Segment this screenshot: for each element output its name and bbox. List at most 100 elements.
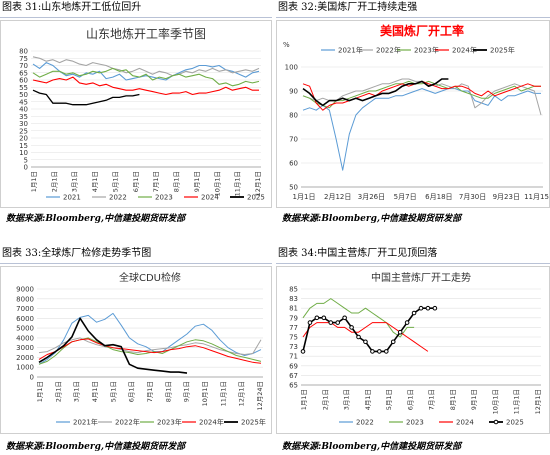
y-tick-label: 73: [289, 343, 298, 351]
x-tick-label: 11月1日: [219, 381, 227, 406]
legend-label: 2025: [247, 194, 265, 202]
chart-frame: 中国主营炼厂开工走势 65 67 69 71 73 75 77 79 81 83 85 1月1日 2月1日…: [276, 266, 550, 434]
caption-divider: [276, 17, 550, 18]
series-line-2023年: [302, 80, 541, 109]
y-tick-label: 45: [19, 98, 28, 106]
y-tick-label: 4000: [16, 334, 34, 342]
x-tick-label: 5月1日: [111, 171, 119, 192]
chart-title: 中国主营炼厂开工走势: [371, 271, 471, 284]
y-tick-label: 15: [19, 142, 28, 150]
series-line-2024年: [38, 338, 262, 364]
legend-label: 2023年: [157, 418, 182, 427]
series-line-2025年: [302, 78, 449, 107]
panel-33: 图表 33:全球炼厂检修走势季节图 全球CDU检修 0 1000 2000 3000 40…: [0, 246, 272, 455]
x-tick-label: 1月1日: [293, 193, 316, 201]
x-tick-label: 12月24日: [256, 381, 264, 411]
series-line-2024年: [302, 80, 541, 111]
series-marker: [377, 349, 382, 354]
legend-label: 2023: [155, 194, 173, 202]
x-tick-label: 6月18日: [425, 193, 452, 201]
y-tick-label: 81: [289, 305, 298, 313]
x-tick-label: 6月1日: [128, 381, 136, 402]
x-tick-label: 5月1日: [109, 381, 117, 402]
y-tick-label: 79: [289, 314, 298, 322]
y-tick-label: 8000: [16, 295, 34, 303]
series-line-2023: [302, 298, 415, 338]
series-marker: [363, 339, 368, 345]
x-tick-label: 9月23日: [493, 193, 520, 201]
x-tick-label: 11月1日: [513, 389, 521, 414]
x-tick-label: 10月1日: [491, 389, 499, 414]
panel-34: 图表 34:中国主营炼厂开工见顶回落 中国主营炼厂开工走势 65 67 69 71 73 7…: [276, 246, 550, 455]
legend-item: 2024年: [182, 418, 224, 427]
x-tick-label: 2月1日: [321, 389, 329, 410]
y-tick-label: 60: [289, 160, 298, 168]
legend-label: 2021年: [73, 418, 98, 427]
y-tick-label: 40: [19, 106, 28, 114]
legend-item: 2023年: [397, 46, 439, 55]
legend-item: 2023年: [140, 418, 182, 427]
series-line-2022: [32, 56, 260, 77]
series-line-2021: [32, 62, 260, 81]
y-tick-label: 20: [19, 135, 28, 143]
series-marker: [390, 339, 396, 345]
y-tick-label: 1000: [16, 364, 34, 372]
legend-label: 2022: [109, 194, 127, 202]
panel-32: 图表 32:美国炼厂开工持续走强 美国炼厂开工率% 50 60 70 80 90 100 1月…: [276, 0, 550, 226]
legend-label: 2024: [201, 194, 219, 202]
x-tick-label: 5月7日: [394, 193, 417, 201]
legend-item: 2023: [389, 419, 424, 427]
y-tick-label: 75: [289, 334, 298, 342]
series-line-2023: [32, 67, 260, 87]
figure-caption: 图表 34:中国主营炼厂开工见顶回落: [278, 248, 438, 259]
x-tick-label: 10月1日: [213, 171, 221, 196]
x-tick-label: 8月1日: [164, 381, 172, 402]
x-tick-label: 4月1日: [91, 171, 99, 192]
legend-label: 2022年: [115, 418, 140, 427]
x-tick-label: 8月1日: [449, 389, 457, 410]
chart-frame: 全球CDU检修 0 1000 2000 3000 4000 5000 6000 7000 8000…: [0, 266, 272, 434]
series-marker: [397, 329, 403, 335]
x-tick-label: 7月1日: [146, 381, 154, 402]
legend-label: 2024年: [452, 46, 477, 55]
source-note: 数据来源:Bloomberg,中信建投期货研发部: [6, 214, 186, 224]
series-marker: [300, 349, 306, 354]
series-marker: [411, 310, 417, 316]
y-tick-label: 80: [19, 48, 28, 56]
x-tick-label: 6月1日: [406, 389, 414, 410]
legend-item: 2022: [92, 194, 127, 202]
y-tick-label: 5: [24, 156, 28, 164]
y-tick-label: 77: [289, 324, 298, 332]
y-tick-label: 0: [24, 164, 28, 172]
y-tick-label: 83: [289, 295, 298, 303]
legend-label: 2025年: [241, 418, 266, 427]
x-tick-label: 3月1日: [71, 171, 79, 192]
series-marker: [335, 320, 341, 325]
x-tick-label: 8月1日: [173, 171, 181, 192]
series-marker: [425, 305, 431, 311]
source-note: 数据来源:Bloomberg,中信建投期货研发部: [282, 214, 462, 224]
y-tick-label: 0: [30, 374, 34, 382]
series-line-2024: [302, 322, 429, 352]
y-tick-label: 5000: [16, 325, 34, 333]
legend-item: 2025: [230, 194, 265, 202]
y-tick-label: 7000: [16, 305, 34, 313]
y-tick-label: 80: [289, 112, 298, 120]
y-tick-label: 3000: [16, 344, 34, 352]
x-tick-label: 3月1日: [73, 381, 81, 402]
y-tick-label: 69: [289, 362, 298, 370]
x-tick-label: 9月1日: [183, 381, 191, 402]
series-marker: [307, 320, 313, 325]
figure-caption: 图表 33:全球炼厂检修走势季节图: [2, 248, 152, 259]
series-line-2022年: [302, 78, 542, 116]
x-tick-label: 12月1日: [238, 381, 246, 406]
legend-item: 2022年: [98, 418, 140, 427]
y-tick-label: 100: [285, 64, 298, 72]
chart-frame: 山东地炼开工率季节图 0 5 10 15 20 25 30 35 40 45 50 55 60 65 70 75…: [0, 20, 272, 208]
legend-label: 2021年: [338, 46, 363, 55]
x-tick-label: 4月1日: [364, 389, 372, 410]
figure-caption: 图表 31:山东地炼开工低位回升: [2, 2, 142, 13]
caption-divider: [0, 17, 272, 18]
chart-title: 山东地炼开工率季节图: [86, 26, 206, 41]
